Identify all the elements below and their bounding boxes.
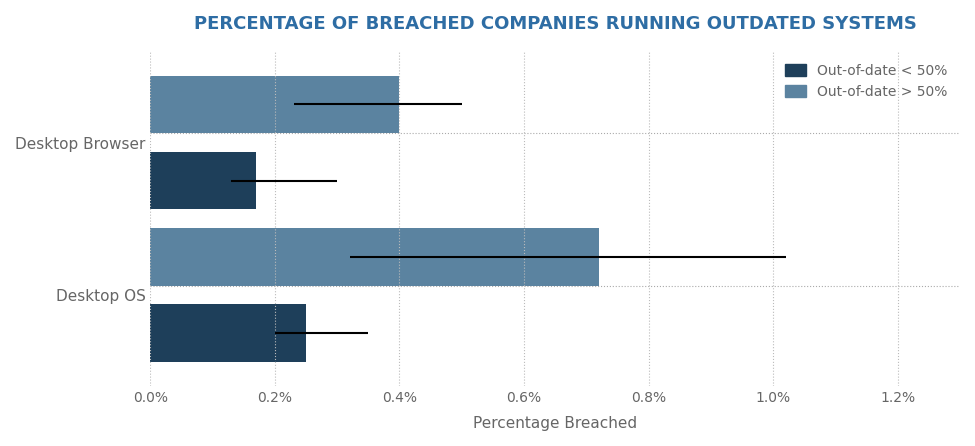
Bar [150,228,599,285]
X-axis label: Percentage Breached: Percentage Breached [473,416,638,431]
Title: PERCENTAGE OF BREACHED COMPANIES RUNNING OUTDATED SYSTEMS: PERCENTAGE OF BREACHED COMPANIES RUNNING… [194,15,916,33]
Bar [150,75,400,133]
Bar [150,152,256,210]
Legend: Out-of-date < 50%, Out-of-date > 50%: Out-of-date < 50%, Out-of-date > 50% [780,58,953,104]
Bar [150,304,306,362]
